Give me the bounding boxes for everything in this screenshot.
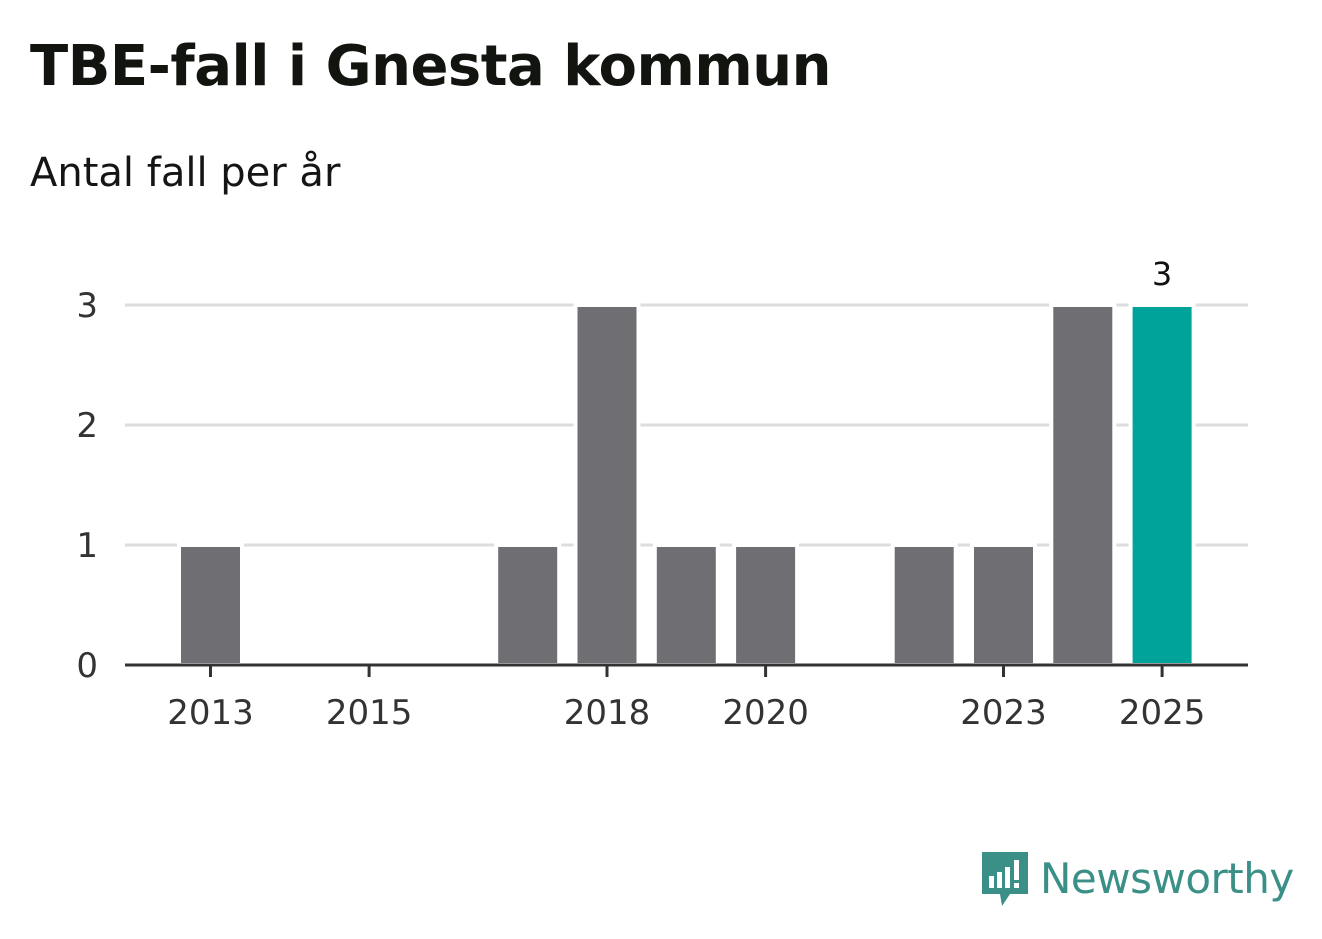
data-labels: 3 xyxy=(1152,255,1172,293)
bar-2013 xyxy=(177,543,244,667)
brand-logo: Newsworthy xyxy=(980,848,1294,908)
x-tick-labels: 2013 2015 2018 2020 2023 2025 xyxy=(167,693,1205,733)
x-tick-label: 2020 xyxy=(722,693,809,733)
bars xyxy=(177,303,1196,667)
x-axis xyxy=(125,663,1248,677)
bar-2018 xyxy=(573,303,641,667)
y-tick-label: 2 xyxy=(76,406,98,446)
bar-2024 xyxy=(1049,303,1117,667)
bar-2017 xyxy=(494,543,562,667)
x-tick-label: 2015 xyxy=(326,693,413,733)
y-tick-label: 3 xyxy=(76,286,98,326)
newsworthy-logo-icon xyxy=(982,852,1028,906)
x-tick-label: 2023 xyxy=(960,693,1047,733)
bar-2025 xyxy=(1128,303,1196,667)
bar-2020 xyxy=(732,543,800,667)
y-axis: 0 1 2 3 xyxy=(76,286,98,686)
chart-title: TBE-fall i Gnesta kommun xyxy=(30,34,831,99)
data-label-2025: 3 xyxy=(1152,255,1172,293)
y-tick-label: 0 xyxy=(76,646,98,686)
x-tick-label: 2025 xyxy=(1119,693,1206,733)
bar-2022 xyxy=(890,543,958,667)
y-tick-label: 1 xyxy=(76,526,98,566)
x-tick-label: 2018 xyxy=(564,693,651,733)
chart-subtitle: Antal fall per år xyxy=(30,150,341,196)
bar-2019 xyxy=(652,543,720,667)
brand-name: Newsworthy xyxy=(1040,853,1294,903)
bar-2023 xyxy=(970,543,1037,667)
x-tick-label: 2013 xyxy=(167,693,254,733)
